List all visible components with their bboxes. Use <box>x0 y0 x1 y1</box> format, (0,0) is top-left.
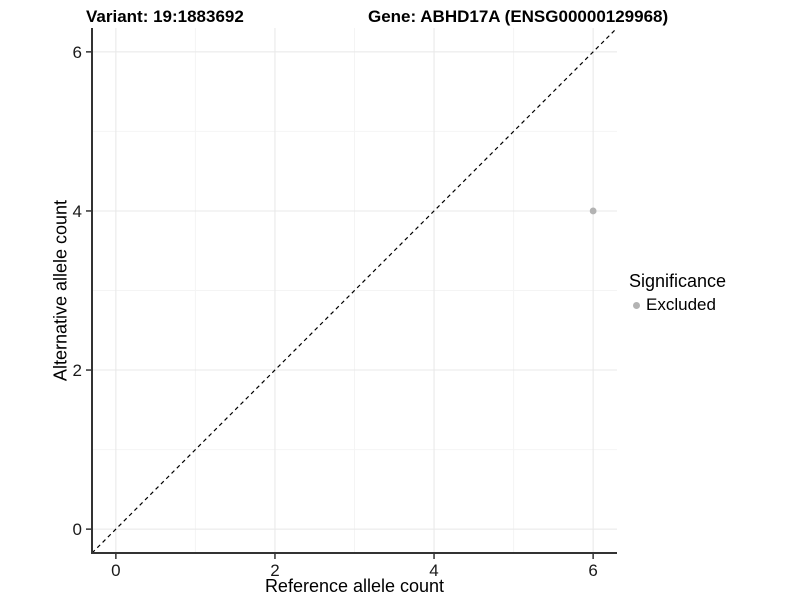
y-tick-label: 0 <box>73 520 82 539</box>
legend: Significance Excluded <box>629 271 726 315</box>
x-tick-label: 0 <box>111 561 120 580</box>
plot-title-gene: Gene: ABHD17A (ENSG00000129968) <box>368 7 669 26</box>
x-axis-title: Reference allele count <box>264 576 445 596</box>
legend-point-icon <box>633 301 640 309</box>
legend-title: Significance <box>629 271 727 291</box>
x-tick-label: 6 <box>588 561 597 580</box>
x-tick-label: 4 <box>429 561 438 580</box>
identity-dashed-line <box>91 27 618 554</box>
legend-entry: Excluded <box>633 295 726 315</box>
data-point <box>589 207 597 215</box>
legend-entry-label: Excluded <box>646 295 716 314</box>
x-tick-label: 2 <box>270 561 279 580</box>
y-tick-label: 4 <box>73 202 82 221</box>
plot-title-variant: Variant: 19:1883692 <box>86 7 244 26</box>
y-axis-title: Alternative allele count <box>50 199 71 382</box>
y-tick-label: 2 <box>73 361 82 380</box>
y-tick-label: 6 <box>73 43 82 62</box>
